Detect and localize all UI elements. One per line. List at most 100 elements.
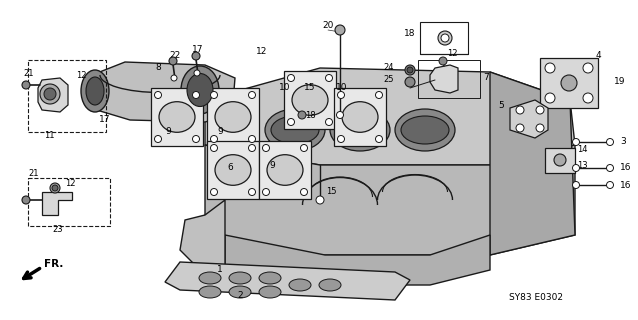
Text: 20: 20 — [322, 20, 334, 29]
Text: 9: 9 — [165, 127, 171, 137]
Bar — [540, 58, 598, 108]
Text: 2: 2 — [237, 291, 243, 300]
Ellipse shape — [159, 102, 195, 132]
Text: 16: 16 — [620, 180, 632, 189]
Ellipse shape — [86, 77, 104, 105]
Circle shape — [40, 84, 60, 104]
Circle shape — [325, 75, 332, 82]
Circle shape — [44, 88, 56, 100]
Circle shape — [516, 106, 524, 114]
Ellipse shape — [292, 85, 328, 115]
Ellipse shape — [229, 286, 251, 298]
Text: 13: 13 — [577, 161, 588, 170]
Circle shape — [211, 135, 218, 142]
Text: 11: 11 — [44, 132, 54, 140]
Circle shape — [50, 183, 60, 193]
Circle shape — [193, 92, 200, 99]
Circle shape — [211, 145, 218, 151]
Text: 9: 9 — [269, 161, 275, 170]
Ellipse shape — [199, 272, 221, 284]
Ellipse shape — [330, 109, 390, 151]
Text: 18: 18 — [403, 28, 415, 37]
Circle shape — [335, 25, 345, 35]
Text: 21: 21 — [28, 170, 38, 179]
Ellipse shape — [336, 116, 384, 144]
Ellipse shape — [259, 286, 281, 298]
Circle shape — [248, 188, 255, 196]
Circle shape — [211, 92, 218, 99]
Circle shape — [554, 154, 566, 166]
Circle shape — [298, 111, 306, 119]
Text: 22: 22 — [169, 51, 181, 60]
Circle shape — [536, 124, 544, 132]
Text: 21: 21 — [24, 68, 34, 77]
Circle shape — [536, 106, 544, 114]
Ellipse shape — [181, 66, 219, 114]
Text: 12: 12 — [76, 71, 86, 81]
Circle shape — [154, 135, 161, 142]
Text: SY83 E0302: SY83 E0302 — [509, 293, 563, 302]
Text: 8: 8 — [155, 63, 161, 73]
Circle shape — [438, 31, 452, 45]
Text: 17: 17 — [192, 45, 204, 54]
Bar — [207, 88, 259, 146]
Circle shape — [607, 139, 614, 146]
Bar — [545, 148, 575, 173]
Polygon shape — [38, 78, 68, 112]
Bar — [334, 88, 386, 146]
Ellipse shape — [215, 102, 251, 132]
Circle shape — [338, 92, 345, 99]
Polygon shape — [225, 235, 490, 285]
Ellipse shape — [289, 279, 311, 291]
Circle shape — [169, 57, 177, 65]
Circle shape — [583, 93, 593, 103]
Circle shape — [22, 196, 30, 204]
Polygon shape — [430, 65, 458, 93]
Text: 12: 12 — [447, 50, 457, 59]
Ellipse shape — [259, 272, 281, 284]
Circle shape — [325, 118, 332, 125]
Text: 10: 10 — [336, 84, 348, 92]
Circle shape — [262, 188, 269, 196]
Polygon shape — [510, 100, 548, 138]
Ellipse shape — [215, 155, 251, 185]
Text: 5: 5 — [498, 101, 504, 110]
Bar — [284, 71, 336, 129]
Circle shape — [572, 139, 579, 146]
Text: 18: 18 — [305, 110, 316, 119]
Circle shape — [545, 93, 555, 103]
Text: FR.: FR. — [44, 259, 64, 269]
Text: 15: 15 — [326, 188, 336, 196]
Ellipse shape — [401, 116, 449, 144]
Circle shape — [316, 196, 324, 204]
Circle shape — [405, 77, 415, 87]
Circle shape — [561, 75, 577, 91]
Bar — [28, 60, 106, 132]
Polygon shape — [90, 62, 235, 122]
Circle shape — [194, 70, 200, 76]
Circle shape — [288, 118, 295, 125]
Text: 6: 6 — [227, 164, 233, 172]
Circle shape — [52, 185, 58, 191]
Text: 12: 12 — [64, 179, 75, 188]
Polygon shape — [42, 192, 72, 215]
Circle shape — [248, 92, 255, 99]
Text: 10: 10 — [279, 84, 291, 92]
Text: 25: 25 — [383, 76, 394, 84]
Circle shape — [193, 135, 200, 142]
Polygon shape — [180, 200, 225, 270]
Polygon shape — [205, 68, 575, 165]
Ellipse shape — [267, 155, 303, 185]
Circle shape — [262, 145, 269, 151]
Bar — [207, 141, 259, 199]
Text: 1: 1 — [217, 266, 223, 275]
Ellipse shape — [271, 116, 319, 144]
Text: 19: 19 — [614, 77, 625, 86]
Circle shape — [572, 164, 579, 172]
Polygon shape — [205, 145, 575, 255]
Polygon shape — [490, 72, 575, 255]
Circle shape — [545, 63, 555, 73]
Circle shape — [171, 75, 177, 81]
Circle shape — [192, 52, 200, 60]
Circle shape — [583, 63, 593, 73]
